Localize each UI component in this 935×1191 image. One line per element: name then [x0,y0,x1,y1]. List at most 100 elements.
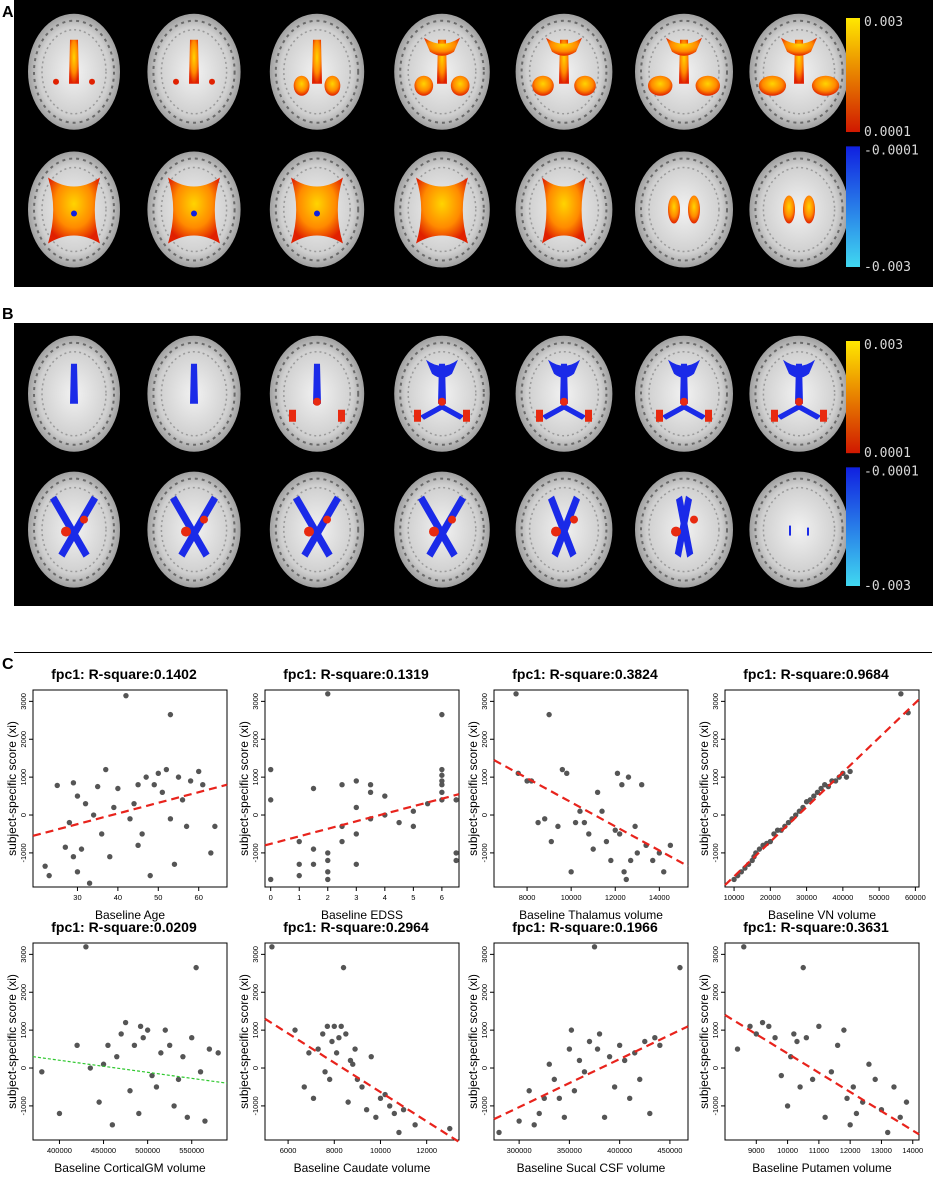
x-tick-label: 6 [440,893,444,902]
data-point [576,1057,583,1064]
data-point [542,816,548,822]
x-tick-label: 30 [73,893,81,902]
data-point [546,1061,552,1067]
plot-title: fpc1: R-square:0.1402 [51,666,197,682]
data-point [832,778,839,784]
data-point [70,853,77,860]
x-tick-label: 4 [383,893,387,902]
data-point [772,1035,778,1041]
data-point [322,1069,328,1075]
data-point [367,782,374,788]
data-point [353,861,359,867]
x-tick-label: 8000 [519,893,536,902]
data-point [412,1122,418,1128]
colorbar-positive [846,18,860,133]
data-point [581,819,588,826]
y-tick-label: 0 [711,1066,720,1070]
plot-title: fpc1: R-square:0.9684 [743,666,889,682]
data-point [175,1076,182,1083]
x-tick-label: 50000 [869,893,890,902]
regression-line [493,1025,689,1121]
data-point [834,1042,841,1048]
data-point [139,831,145,837]
data-point [131,1042,138,1048]
y-tick-label: 2000 [251,731,260,748]
data-point [136,1110,142,1117]
scatter-plot-1: fpc1: R-square:0.1402 -1000 0 1000 2000 3000 3… [5,662,235,937]
data-point [301,1084,307,1090]
data-point [114,1053,120,1060]
y-tick-label: 3000 [711,693,720,710]
data-point [866,1061,872,1067]
data-point [741,944,747,950]
data-point [898,691,904,697]
colorbar-pos-min: 0.0001 [864,446,911,461]
data-point [661,869,667,875]
data-point [96,1099,102,1105]
brain-slice [749,13,849,130]
data-point [269,944,275,950]
y-tick-label: 1000 [480,769,489,786]
data-point [564,770,570,777]
regression-line [493,759,689,868]
data-point [325,876,331,883]
y-tick-label: 1000 [19,1022,28,1039]
data-point [74,1042,80,1048]
data-point [637,1076,643,1083]
x-tick-label: 5 [411,893,415,902]
data-point [606,1053,613,1060]
x-tick-label: 9000 [748,1146,765,1155]
y-tick-label: 1000 [711,1022,720,1039]
plot-frame [493,942,689,1141]
data-point [828,1069,835,1075]
y-tick-label: 1000 [251,1022,260,1039]
data-point [382,793,388,799]
regression-line [264,1017,460,1143]
y-tick-label: 3000 [251,946,260,963]
y-tick-label: 2000 [711,731,720,748]
data-point [99,831,105,837]
scatter-plot-7: fpc1: R-square:0.1966 -1000 0 1000 2000 3000 3… [466,915,696,1190]
data-point [771,831,777,837]
regression-line [264,793,460,847]
x-tick-label: 50 [154,893,162,902]
data-point [180,1053,186,1060]
data-point [373,1114,379,1120]
data-point [623,876,629,883]
x-axis-label: Baseline EDSS [321,908,403,922]
data-point [74,793,81,799]
data-point [439,778,445,784]
x-tick-label: 10000 [370,1146,391,1155]
plot-frame [724,689,920,888]
data-point [400,1106,407,1113]
x-tick-label: 350000 [557,1146,582,1155]
data-point [86,880,93,886]
plot-frame [32,689,228,888]
data-point [747,1023,753,1030]
x-tick-label: 40 [114,893,122,902]
plot-title: fpc1: R-square:0.0209 [51,919,197,935]
x-tick-label: 450000 [91,1146,116,1155]
y-tick-label: 0 [19,1066,28,1070]
y-tick-label: 0 [251,1066,260,1070]
plot-frame [264,689,460,888]
data-point [453,797,459,803]
data-point [324,1023,331,1030]
data-point [619,782,625,788]
brain-slice [269,151,365,268]
data-point [822,1114,828,1120]
data-point [135,842,141,849]
data-point [803,1035,810,1041]
brain-slice [28,151,120,268]
x-tick-label: 12000 [605,893,626,902]
data-point [103,766,109,773]
scatter-plot-2: fpc1: R-square:0.1319 -1000 0 1000 2000 3000 0… [237,662,467,937]
brain-slice [749,471,849,588]
x-tick-label: 400000 [47,1146,72,1155]
data-point [118,1031,124,1037]
data-point [616,831,623,837]
brain-slice [515,335,613,452]
brain-slice [635,151,733,268]
data-point [611,1084,618,1090]
x-axis-label: Baseline VN volume [768,908,876,922]
